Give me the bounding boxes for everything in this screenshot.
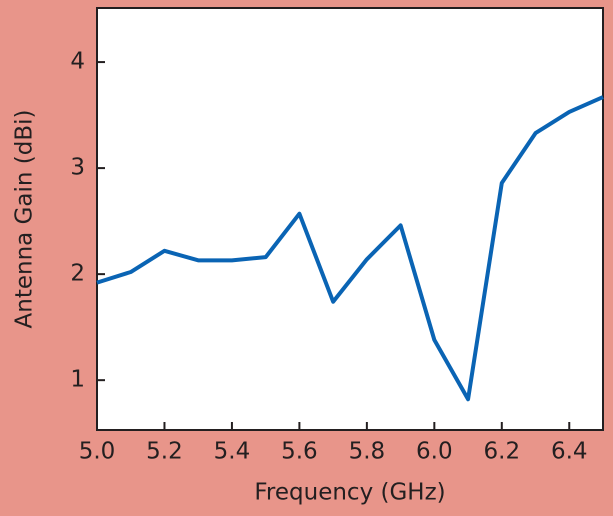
x-tick-label: 6.2 (484, 439, 521, 465)
y-tick-label: 3 (70, 155, 85, 181)
x-tick-label: 5.2 (146, 439, 183, 465)
x-tick-label: 5.6 (281, 439, 318, 465)
plot-area (96, 7, 604, 431)
y-tick-label: 4 (70, 49, 85, 75)
x-tick-label: 6.0 (416, 439, 453, 465)
y-tick-label: 2 (70, 261, 85, 287)
data-line (96, 95, 604, 402)
y-tick-label: 1 (70, 367, 85, 393)
x-tick-label: 6.4 (551, 439, 588, 465)
x-axis-label: Frequency (GHz) (254, 480, 445, 506)
x-tick-label: 5.8 (349, 439, 386, 465)
y-axis-label: Antenna Gain (dBi) (12, 110, 38, 329)
x-tick-label: 5.0 (79, 439, 116, 465)
x-tick-label: 5.4 (214, 439, 251, 465)
